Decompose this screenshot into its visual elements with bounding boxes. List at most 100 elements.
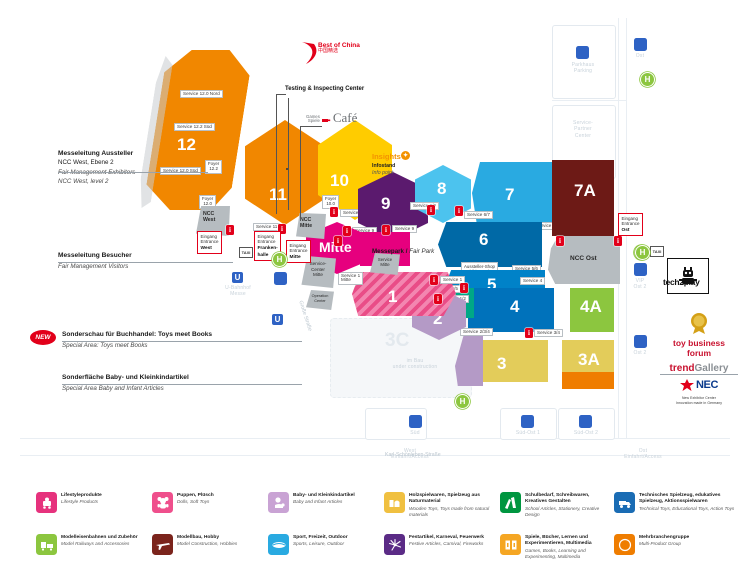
- ncc-mitte-label: NCC Mitte: [300, 217, 313, 229]
- legend-7-de: Modellbau, Hobby: [177, 535, 220, 540]
- trend-word: trend: [669, 362, 695, 374]
- legend-item-1[interactable]: Puppen, Plüsch Dolls, Soft Toys: [152, 492, 262, 513]
- parking-icon-vip-ost2: [634, 263, 647, 276]
- info-pin-ncc-ost-east[interactable]: i: [614, 236, 622, 246]
- testing-center-label: Testing & Inspecting Center: [285, 86, 365, 92]
- info-pin-service-10[interactable]: i: [330, 207, 338, 217]
- legend-11-en: Multi-Product Group: [639, 541, 681, 547]
- legend-item-7[interactable]: Modellbau, Hobby Model Construction, Hob…: [152, 534, 262, 555]
- info-pin-service-3-4[interactable]: i: [525, 328, 533, 338]
- service-label-1: Service 1: [440, 276, 466, 284]
- trendgallery-logo: trendGallery: [660, 363, 738, 375]
- info-pin-west[interactable]: i: [226, 225, 234, 235]
- toy-business-forum-logo: toy business forum trendGallery: [660, 312, 738, 375]
- legend-item-9[interactable]: Festartikel, Karneval, Feuerwerk Festive…: [384, 534, 496, 555]
- cafe-spiele-label: Spiele: [307, 118, 320, 124]
- legend-item-5[interactable]: Technisches Spielzeug, edukatives Spielz…: [614, 492, 744, 513]
- games-cafe-logo: Games Spiele Café: [306, 111, 357, 124]
- legend-item-10[interactable]: Spiele, Bücher, Lernen und Experimentier…: [500, 534, 612, 560]
- insights-dot-icon: ✦: [401, 151, 410, 160]
- legend-item-2[interactable]: Baby- und Kleinkindartikel Baby and Infa…: [268, 492, 386, 513]
- hall-7-number: 7: [505, 185, 515, 204]
- legend-3-en: Wooden Toys, Toys made from natural mate…: [409, 505, 490, 517]
- hall-6-number: 6: [479, 230, 489, 249]
- hall-4a[interactable]: [570, 288, 614, 332]
- legend-11-de: Mehrbranchengruppe: [639, 535, 690, 540]
- entrance-callout-mitte[interactable]: Eingang Entrance Mitte: [286, 240, 312, 264]
- ncc-mitte-pad[interactable]: [296, 213, 326, 239]
- nec-tag1: Innovation: [675, 401, 693, 405]
- books-icon: [500, 534, 521, 555]
- hall-3[interactable]: [478, 340, 548, 382]
- hall-3c-note: im Bau under construction: [392, 358, 438, 371]
- nec-mark-icon: [679, 379, 694, 391]
- legend-item-11[interactable]: Mehrbranchengruppe Multi-Product Group: [614, 534, 744, 555]
- legend-item-8[interactable]: Sport, Freizeit, Outdoor Sports, Leisure…: [268, 534, 386, 555]
- parking-label-sued-ost2: Süd-Ost 2: [573, 430, 599, 436]
- info-pin-ncc-ost-west[interactable]: i: [556, 236, 564, 246]
- hall-5-number: 5: [487, 275, 497, 294]
- legend-item-3[interactable]: Holzspielwaren, Spielzeug aus Naturmater…: [384, 492, 496, 518]
- infostand-label: Infostand Info point: [372, 163, 395, 177]
- note-baby-area: Sonderfläche Baby- und Kleinkindartikel …: [62, 374, 292, 393]
- access-ost-label: Ost Einfahrt/Access: [624, 448, 662, 461]
- info-pin-service-1[interactable]: i: [430, 275, 438, 285]
- hall-7a[interactable]: [552, 160, 614, 236]
- legend-9-en: Festive Articles, Carnival, Fireworks: [409, 541, 484, 547]
- hall-3a-number: 3A: [578, 350, 600, 369]
- info-pin-service-4-5[interactable]: i: [460, 283, 468, 293]
- parking-icon-west: [274, 272, 287, 285]
- parking-label-sued-ost1: Süd-Ost 1: [515, 430, 541, 436]
- testing-center-leader-v: [276, 94, 277, 214]
- legend-item-4[interactable]: Schulbedarf, Schreibwaren, Kreatives Ges…: [500, 492, 612, 518]
- legend-5-de: Technisches Spielzeug, edukatives Spielz…: [639, 493, 721, 505]
- toy-business-forum-line1: toy business: [673, 338, 725, 348]
- hall-3a[interactable]: [562, 340, 614, 372]
- info-pin-service-1-2[interactable]: i: [434, 294, 442, 304]
- info-pin-frankenhalle[interactable]: i: [278, 224, 286, 234]
- hall-11[interactable]: [245, 120, 325, 225]
- parking-label-vip-ost2: VIP Ost 2: [633, 278, 647, 291]
- service-label-11: Service 11: [253, 223, 281, 231]
- messepark-en: Fair Park: [409, 248, 435, 255]
- cafe-cup-icon: [321, 118, 331, 122]
- nec-logo: NEC New Exhibitor Center Innovation made…: [660, 378, 738, 405]
- site-label-service-partner-center: Service- Partner Center: [573, 120, 593, 139]
- testing-center-dot: [286, 168, 288, 170]
- hall-9-number: 9: [381, 194, 391, 213]
- operation-center-label: Operation Center: [311, 294, 329, 303]
- legend-0-de: Lifestyleprodukte: [61, 493, 102, 498]
- hall-3a-orange-strip[interactable]: [562, 372, 614, 389]
- entrance-callout-west[interactable]: Eingang Entrance West: [197, 231, 223, 255]
- ubahn-icon: U: [232, 272, 243, 283]
- legend-8-en: Sports, Leisure, Outdoor: [293, 541, 345, 547]
- info-pin-mitte[interactable]: i: [334, 236, 342, 246]
- hall-3-number: 3: [497, 354, 507, 373]
- info-pin-service-6-7[interactable]: i: [455, 206, 463, 216]
- info-pin-service-8-9[interactable]: i: [427, 205, 435, 215]
- legend-item-0[interactable]: Lifestyleprodukte Lifestyle Products: [36, 492, 146, 513]
- service-label-12-2-sued: Service 12.2 Süd: [174, 123, 215, 131]
- parking-icon-ost2: [634, 335, 647, 348]
- hall-mitte-label: Mitte: [319, 239, 352, 255]
- hall-4[interactable]: [468, 288, 554, 332]
- service-mitte-pad-2[interactable]: [370, 253, 400, 275]
- hall-6[interactable]: [438, 222, 542, 267]
- service-label-12-0-nord: Service 12.0 Nord: [180, 90, 223, 98]
- note-2-en: Special Area: Toys meet Books: [62, 341, 148, 349]
- legend-10-en: Games, Books, Learning and Experimenting…: [525, 547, 586, 559]
- note-3-de: Sonderfläche Baby- und Kleinkindartikel: [62, 374, 189, 381]
- info-pin-service-9b[interactable]: i: [343, 226, 351, 236]
- cafe-leader-h: [300, 126, 322, 127]
- note-3-rule: [62, 384, 302, 385]
- brand-divider: [660, 374, 738, 375]
- best-of-china-logo: Best of China 中国精选: [318, 42, 360, 55]
- bus-stop-icon-northeast: H: [640, 72, 655, 87]
- legend-item-6[interactable]: Modelleisenbahnen und Zubehör Model Rail…: [36, 534, 146, 555]
- entrance-callout-ost[interactable]: Eingang Entrance Ost: [618, 213, 644, 237]
- cafe-games-label: Games: [306, 113, 320, 119]
- hall-1-number: 1: [388, 287, 398, 306]
- operation-center-pad[interactable]: [306, 290, 334, 310]
- info-pin-service-9[interactable]: i: [382, 225, 390, 235]
- service-label-1-mitte: Service 1 Mitte: [338, 272, 364, 285]
